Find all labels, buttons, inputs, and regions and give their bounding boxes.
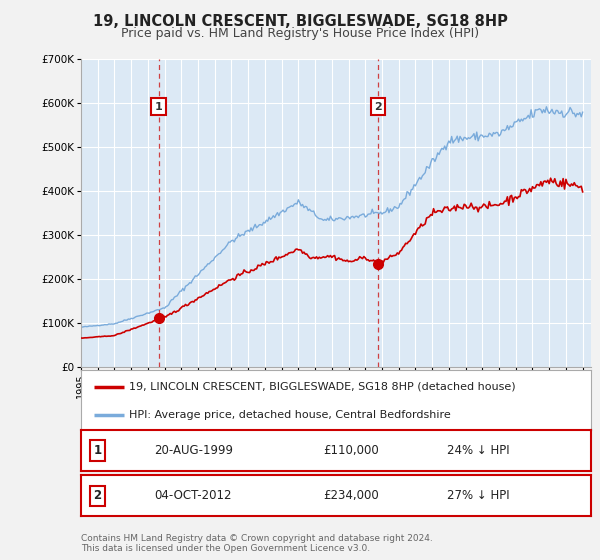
Text: HPI: Average price, detached house, Central Bedfordshire: HPI: Average price, detached house, Cent… [130, 410, 451, 420]
Text: 2: 2 [93, 489, 101, 502]
Text: 2: 2 [374, 101, 382, 111]
Text: £234,000: £234,000 [323, 489, 379, 502]
Text: 1: 1 [155, 101, 163, 111]
Text: £110,000: £110,000 [323, 444, 379, 457]
Text: 27% ↓ HPI: 27% ↓ HPI [448, 489, 510, 502]
Text: 20-AUG-1999: 20-AUG-1999 [154, 444, 233, 457]
Text: 19, LINCOLN CRESCENT, BIGGLESWADE, SG18 8HP: 19, LINCOLN CRESCENT, BIGGLESWADE, SG18 … [92, 14, 508, 29]
Text: 04-OCT-2012: 04-OCT-2012 [154, 489, 232, 502]
Text: 24% ↓ HPI: 24% ↓ HPI [448, 444, 510, 457]
Text: Price paid vs. HM Land Registry's House Price Index (HPI): Price paid vs. HM Land Registry's House … [121, 27, 479, 40]
Text: Contains HM Land Registry data © Crown copyright and database right 2024.
This d: Contains HM Land Registry data © Crown c… [81, 534, 433, 553]
Text: 19, LINCOLN CRESCENT, BIGGLESWADE, SG18 8HP (detached house): 19, LINCOLN CRESCENT, BIGGLESWADE, SG18 … [130, 381, 516, 391]
Text: 1: 1 [93, 444, 101, 457]
